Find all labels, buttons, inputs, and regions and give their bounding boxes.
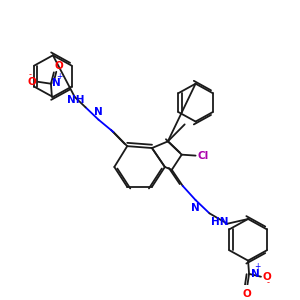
Text: HN: HN: [211, 217, 228, 227]
Text: O: O: [28, 77, 37, 87]
Text: Cl: Cl: [197, 151, 208, 160]
Text: +: +: [254, 262, 261, 271]
Text: NH: NH: [67, 94, 84, 104]
Text: -: -: [267, 278, 270, 287]
Text: O: O: [55, 61, 64, 71]
Text: O: O: [262, 272, 271, 282]
Text: N: N: [94, 107, 103, 117]
Text: -: -: [28, 70, 32, 80]
Text: +: +: [56, 72, 63, 81]
Text: N: N: [191, 203, 200, 213]
Text: O: O: [243, 290, 251, 299]
Text: N: N: [52, 78, 61, 88]
Text: N: N: [250, 269, 259, 279]
